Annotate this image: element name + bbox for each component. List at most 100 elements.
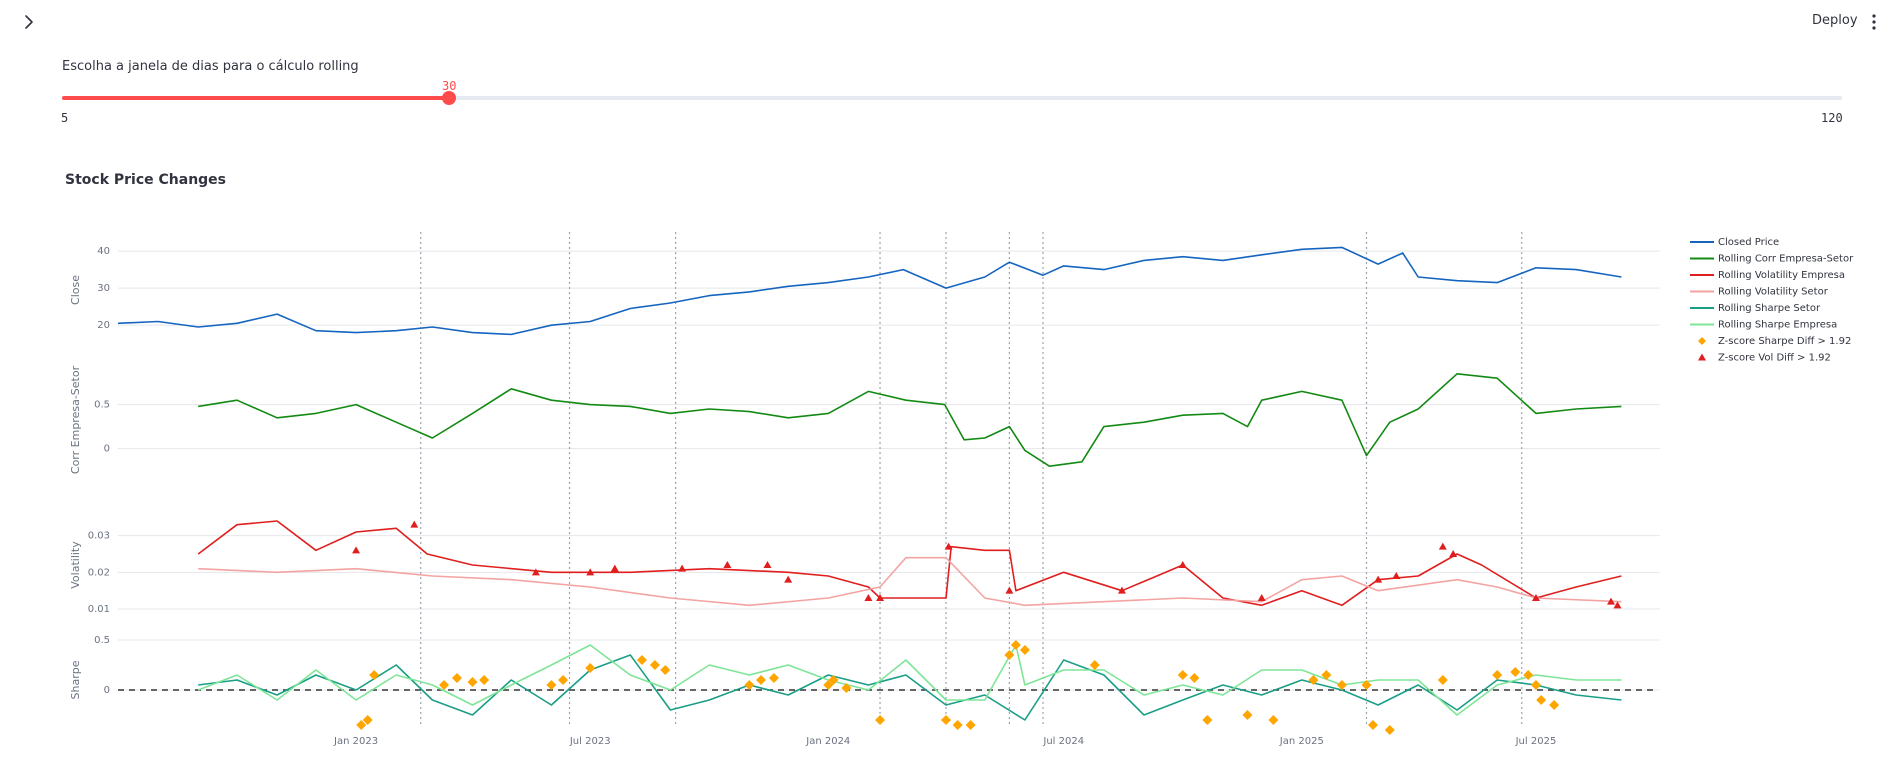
- x-tick-label: Jan 2025: [1279, 736, 1324, 747]
- legend-label: Rolling Volatility Empresa: [1718, 270, 1845, 281]
- sharpe-z-marker: [369, 670, 380, 680]
- sharpe-z-marker: [362, 715, 373, 725]
- y-tick-label: 0: [104, 685, 110, 696]
- vol-z-marker: [610, 564, 619, 572]
- sharpe-z-marker: [841, 683, 852, 693]
- sharpe-z-marker: [1336, 680, 1347, 690]
- vol-z-marker: [678, 564, 687, 572]
- y-axis-title: Volatility: [69, 541, 82, 589]
- slider-thumb[interactable]: [441, 91, 456, 105]
- series-line: [198, 654, 1622, 721]
- vol-z-marker: [784, 575, 793, 583]
- sharpe-z-marker: [875, 715, 886, 725]
- slider-value: 30: [442, 79, 457, 93]
- vol-z-marker: [1449, 550, 1458, 557]
- sharpe-z-marker: [1361, 680, 1372, 690]
- vol-z-marker: [763, 561, 772, 568]
- y-axis-title: Close: [69, 275, 82, 305]
- chevron-right-icon[interactable]: [20, 13, 38, 31]
- series-line: [198, 373, 1622, 467]
- x-tick-label: Jul 2024: [1042, 736, 1084, 747]
- x-tick-label: Jul 2023: [569, 736, 611, 747]
- sharpe-z-marker: [546, 680, 557, 690]
- vol-z-marker: [531, 568, 540, 576]
- sharpe-z-marker: [558, 675, 569, 685]
- vol-z-marker: [1117, 586, 1126, 594]
- sharpe-z-marker: [649, 660, 660, 670]
- sharpe-z-marker: [952, 720, 963, 730]
- slider-track[interactable]: [62, 91, 1842, 105]
- y-axis-title: Corr Empresa-Setor: [69, 365, 82, 474]
- y-tick-label: 0: [104, 444, 110, 455]
- vol-z-marker: [723, 561, 732, 568]
- y-tick-label: 0.01: [88, 604, 110, 615]
- y-tick-label: 0.03: [88, 531, 110, 542]
- vol-z-marker: [1607, 597, 1616, 605]
- slider-label: Escolha a janela de dias para o cálculo …: [62, 59, 359, 74]
- sharpe-z-marker: [768, 673, 779, 683]
- vol-z-marker: [352, 546, 361, 554]
- y-tick-label: 0.02: [88, 567, 110, 578]
- sharpe-z-marker: [1530, 680, 1541, 690]
- sharpe-z-marker: [1321, 670, 1332, 680]
- sharpe-z-marker: [1437, 675, 1448, 685]
- deploy-button[interactable]: Deploy: [1812, 13, 1858, 28]
- sharpe-z-marker: [1019, 645, 1030, 655]
- legend-swatch: [1698, 337, 1706, 345]
- x-tick-label: Jul 2025: [1515, 736, 1557, 747]
- sharpe-z-marker: [1004, 650, 1015, 660]
- legend-label: Z-score Vol Diff > 1.92: [1718, 353, 1831, 364]
- sharpe-z-marker: [1549, 700, 1560, 710]
- vol-z-marker: [1374, 575, 1383, 583]
- y-tick-label: 20: [97, 320, 110, 331]
- y-tick-label: 0.5: [94, 635, 110, 646]
- sharpe-z-marker: [1189, 673, 1200, 683]
- sharpe-z-marker: [1089, 660, 1100, 670]
- sharpe-z-marker: [1177, 670, 1188, 680]
- sharpe-z-marker: [585, 663, 596, 673]
- sharpe-z-marker: [1010, 640, 1021, 650]
- y-tick-label: 30: [97, 283, 110, 294]
- vol-z-marker: [1392, 572, 1401, 579]
- sharpe-z-marker: [941, 715, 952, 725]
- x-tick-label: Jan 2024: [805, 736, 850, 747]
- sharpe-z-marker: [1268, 715, 1279, 725]
- sharpe-z-marker: [1510, 667, 1521, 677]
- legend-label: Z-score Sharpe Diff > 1.92: [1718, 336, 1851, 347]
- sharpe-z-marker: [1242, 710, 1253, 720]
- vol-z-marker: [944, 542, 953, 550]
- legend-label: Closed Price: [1718, 237, 1779, 248]
- x-tick-label: Jan 2023: [333, 736, 378, 747]
- sharpe-z-marker: [636, 655, 647, 665]
- sharpe-z-marker: [965, 720, 976, 730]
- stock-chart: 20 30 40 Close 0 0.5 Corr Empresa-Setor 0.01 0.0…: [69, 232, 1854, 747]
- y-axis-title: Sharpe: [69, 660, 82, 699]
- legend-label: Rolling Sharpe Setor: [1718, 303, 1821, 314]
- sharpe-z-marker: [756, 675, 767, 685]
- sharpe-z-marker: [451, 673, 462, 683]
- vol-z-marker: [876, 594, 885, 601]
- series-line: [198, 556, 1622, 607]
- series-line: [197, 520, 1622, 607]
- y-tick-label: 0.5: [94, 400, 110, 411]
- vol-z-marker: [410, 520, 419, 528]
- kebab-menu-icon[interactable]: [1871, 14, 1877, 30]
- sharpe-z-marker: [1384, 725, 1395, 735]
- vol-z-marker: [864, 594, 873, 601]
- slider-fill: [62, 96, 449, 100]
- vol-z-marker: [1257, 594, 1266, 601]
- sharpe-z-marker: [1492, 670, 1503, 680]
- legend-label: Rolling Corr Empresa-Setor: [1718, 254, 1854, 265]
- vol-z-marker: [1178, 561, 1187, 568]
- sharpe-z-marker: [1523, 670, 1534, 680]
- slider-max-label: 120: [1821, 111, 1843, 125]
- legend-swatch: [1698, 353, 1706, 361]
- vol-z-marker: [1005, 586, 1014, 594]
- vol-z-marker: [1438, 542, 1447, 550]
- vol-z-marker: [586, 568, 595, 576]
- sharpe-z-marker: [1308, 675, 1319, 685]
- chart-title: Stock Price Changes: [65, 172, 227, 188]
- series-line: [117, 246, 1622, 336]
- sharpe-z-marker: [356, 720, 367, 730]
- y-tick-label: 40: [97, 246, 110, 257]
